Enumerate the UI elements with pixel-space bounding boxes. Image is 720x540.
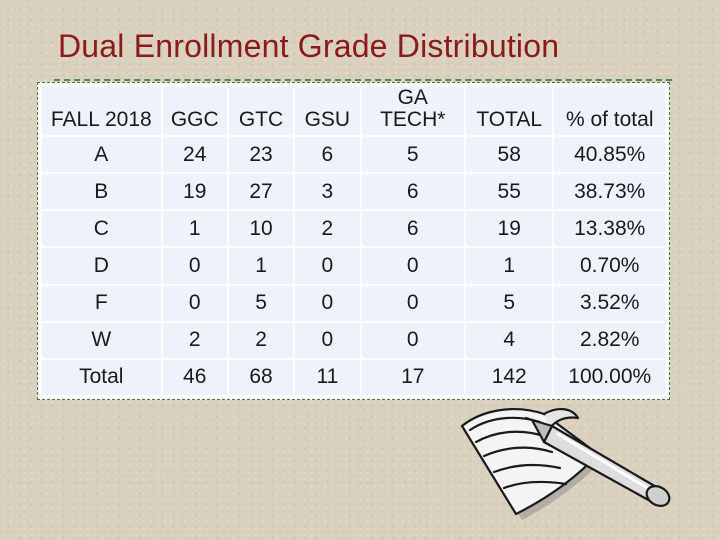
header-gsu: GSU: [295, 87, 360, 136]
grand-total: 142: [466, 359, 553, 395]
gsu-cell: 3: [295, 174, 360, 210]
gtc-total: 68: [228, 359, 294, 395]
grade-label: W: [42, 322, 161, 358]
table-row: W 2 2 0 0 4 2.82%: [42, 322, 665, 358]
total-cell: 1: [466, 248, 553, 284]
table-row: D 0 1 0 0 1 0.70%: [42, 248, 665, 284]
gtc-cell: 1: [228, 248, 294, 284]
header-term: FALL 2018: [42, 87, 161, 136]
percent-cell: 0.70%: [554, 248, 665, 284]
gtc-cell: 23: [228, 137, 294, 173]
gtc-cell: 10: [228, 211, 294, 247]
table-row: F 0 5 0 0 5 3.52%: [42, 285, 665, 321]
gtc-cell: 27: [228, 174, 294, 210]
table-header-row: FALL 2018 GGC GTC GSU GA TECH* TOTAL % of…: [42, 86, 665, 136]
ggc-cell: 0: [162, 285, 227, 321]
notebook-pen-icon: [460, 408, 671, 520]
total-cell: 4: [466, 322, 553, 358]
ga-tech-cell: 0: [361, 248, 465, 284]
percent-total: 100.00%: [554, 359, 665, 395]
grade-label: D: [42, 248, 161, 284]
header-ggc: GGC: [162, 87, 227, 136]
ggc-cell: 19: [162, 174, 227, 210]
table-row: C 1 10 2 6 19 13.38%: [42, 211, 665, 247]
gsu-cell: 0: [295, 322, 360, 358]
grade-label: B: [42, 174, 161, 210]
gtc-cell: 2: [228, 322, 294, 358]
total-cell: 58: [466, 137, 553, 173]
total-label: Total: [42, 359, 161, 395]
ga-tech-cell: 5: [361, 137, 465, 173]
percent-cell: 3.52%: [554, 285, 665, 321]
ggc-cell: 2: [162, 322, 227, 358]
header-gtc: GTC: [228, 87, 294, 136]
grade-label: A: [42, 137, 161, 173]
gsu-total: 11: [295, 359, 360, 395]
gsu-cell: 2: [295, 211, 360, 247]
ga-tech-cell: 6: [361, 174, 465, 210]
percent-cell: 2.82%: [554, 322, 665, 358]
header-percent: % of total: [554, 87, 665, 136]
percent-cell: 13.38%: [554, 211, 665, 247]
ggc-cell: 24: [162, 137, 227, 173]
ga-tech-total: 17: [361, 359, 465, 395]
header-ga-tech: GA TECH*: [361, 86, 465, 136]
table-row: B 19 27 3 6 55 38.73%: [42, 174, 665, 210]
grade-label: F: [42, 285, 161, 321]
ggc-cell: 0: [162, 248, 227, 284]
grade-label: C: [42, 211, 161, 247]
grade-table-frame: FALL 2018 GGC GTC GSU GA TECH* TOTAL % of…: [37, 82, 670, 400]
gsu-cell: 0: [295, 285, 360, 321]
gsu-cell: 0: [295, 248, 360, 284]
total-cell: 5: [466, 285, 553, 321]
ga-tech-cell: 0: [361, 322, 465, 358]
total-cell: 19: [466, 211, 553, 247]
percent-cell: 38.73%: [554, 174, 665, 210]
title-underline: [54, 79, 672, 81]
ggc-total: 46: [162, 359, 227, 395]
percent-cell: 40.85%: [554, 137, 665, 173]
ga-tech-cell: 6: [361, 211, 465, 247]
table-row: A 24 23 6 5 58 40.85%: [42, 137, 665, 173]
table-total-row: Total 46 68 11 17 142 100.00%: [42, 359, 665, 395]
total-cell: 55: [466, 174, 553, 210]
grade-distribution-table: FALL 2018 GGC GTC GSU GA TECH* TOTAL % of…: [40, 85, 667, 397]
gsu-cell: 6: [295, 137, 360, 173]
ggc-cell: 1: [162, 211, 227, 247]
slide-title: Dual Enrollment Grade Distribution: [58, 28, 560, 64]
header-total: TOTAL: [466, 87, 553, 136]
gtc-cell: 5: [228, 285, 294, 321]
ga-tech-cell: 0: [361, 285, 465, 321]
